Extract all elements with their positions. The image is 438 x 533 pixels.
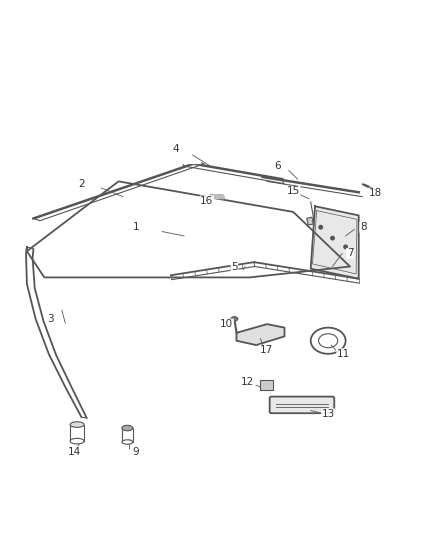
Ellipse shape xyxy=(231,317,238,321)
Bar xyxy=(122,428,133,442)
Ellipse shape xyxy=(70,422,84,427)
Text: 6: 6 xyxy=(275,161,281,171)
Text: 12: 12 xyxy=(241,377,254,387)
Text: 4: 4 xyxy=(172,143,179,154)
Circle shape xyxy=(319,225,322,229)
Bar xyxy=(70,425,84,441)
Text: 15: 15 xyxy=(286,187,300,196)
Text: 18: 18 xyxy=(369,188,382,198)
Ellipse shape xyxy=(122,425,133,431)
Ellipse shape xyxy=(70,438,84,444)
Text: 14: 14 xyxy=(67,447,81,457)
Text: 16: 16 xyxy=(200,196,213,206)
Text: 3: 3 xyxy=(48,314,54,324)
Text: 10: 10 xyxy=(220,319,233,329)
Polygon shape xyxy=(237,324,285,345)
Polygon shape xyxy=(311,206,359,279)
Text: 7: 7 xyxy=(346,248,353,259)
FancyBboxPatch shape xyxy=(261,380,273,390)
Text: 2: 2 xyxy=(78,179,85,189)
Circle shape xyxy=(344,245,347,248)
Text: 11: 11 xyxy=(337,349,350,359)
Ellipse shape xyxy=(122,440,133,444)
Text: 1: 1 xyxy=(133,222,139,232)
Text: 9: 9 xyxy=(133,447,139,457)
Text: 8: 8 xyxy=(360,222,367,232)
Text: 5: 5 xyxy=(231,262,237,271)
Polygon shape xyxy=(211,195,224,199)
Circle shape xyxy=(331,236,334,240)
FancyBboxPatch shape xyxy=(270,397,334,413)
Text: 13: 13 xyxy=(321,409,335,419)
Bar xyxy=(262,382,271,388)
Bar xyxy=(307,217,313,225)
Text: 17: 17 xyxy=(260,345,273,356)
